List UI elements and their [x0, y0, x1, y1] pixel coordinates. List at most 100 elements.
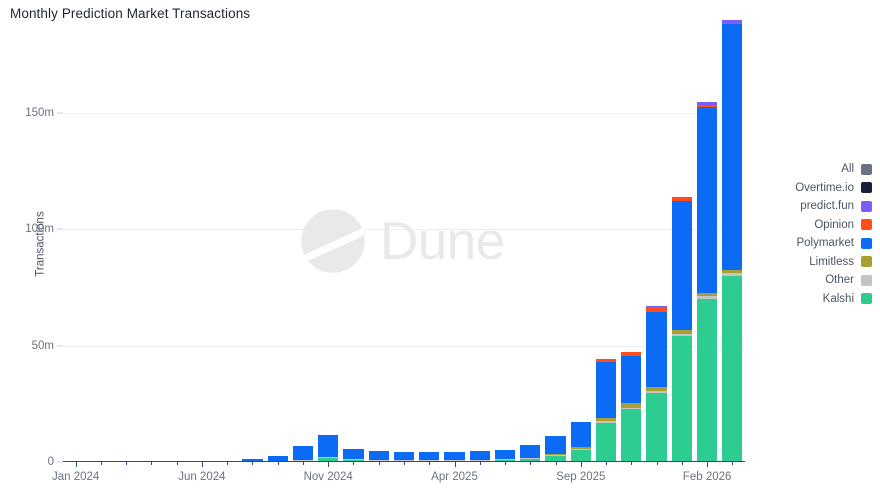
gridline — [63, 345, 745, 347]
x-axis-minor-tick-mark — [100, 462, 102, 465]
bar-segment-other — [545, 455, 566, 456]
legend-swatch-icon — [861, 200, 872, 212]
bar-aug-2025[interactable] — [545, 435, 566, 462]
x-axis-tick-mark — [328, 462, 330, 467]
legend-label: Opinion — [814, 218, 854, 231]
bar-segment-limitless — [621, 403, 642, 408]
x-axis-tick-label: Apr 2025 — [431, 471, 478, 483]
x-axis-minor-tick-mark — [530, 462, 532, 465]
bar-dec-2025[interactable] — [646, 306, 667, 462]
legend-item-all[interactable]: All — [795, 160, 872, 179]
legend-label: Other — [825, 274, 854, 287]
bar-sep-2025[interactable] — [570, 422, 591, 462]
x-axis-tick-mark — [454, 462, 456, 467]
bar-nov-2024[interactable] — [318, 435, 339, 462]
bar-oct-2025[interactable] — [595, 358, 617, 462]
x-axis-minor-tick-mark — [732, 462, 734, 465]
bar-segment-other — [646, 390, 667, 393]
bar-segment-polymarket — [671, 200, 692, 331]
x-axis-minor-tick-mark — [302, 462, 304, 465]
legend-item-limitless[interactable]: Limitless — [795, 253, 872, 272]
bar-segment-predict-fun — [697, 101, 718, 105]
bar-segment-other — [444, 460, 465, 461]
bar-segment-other — [318, 457, 339, 459]
bar-segment-polymarket — [267, 455, 288, 462]
bar-segment-polymarket — [368, 450, 389, 460]
legend-label: Overtime.io — [795, 181, 854, 194]
legend-swatch-icon — [861, 219, 872, 231]
bar-segment-polymarket — [292, 445, 314, 461]
legend[interactable]: All Overtime.io predict.fun Opinion Polymark… — [795, 160, 872, 308]
bar-segment-polymarket — [393, 451, 415, 461]
bar-segment-polymarket — [520, 444, 541, 458]
bar-mar-2026[interactable] — [722, 19, 743, 462]
x-axis-minor-tick-mark — [126, 462, 128, 465]
y-axis-tick-mark — [57, 461, 63, 463]
legend-item-opinion[interactable]: Opinion — [795, 216, 872, 235]
bar-jan-2026[interactable] — [671, 197, 692, 462]
bar-segment-polymarket — [545, 435, 566, 455]
bar-segment-kalshi — [595, 422, 617, 462]
bar-segment-kalshi — [722, 275, 743, 462]
x-axis-baseline — [63, 460, 745, 462]
legend-label: predict.fun — [800, 200, 854, 213]
x-axis-minor-tick-mark — [429, 462, 431, 465]
bars — [63, 19, 745, 462]
x-axis-minor-tick-mark — [227, 462, 229, 465]
bar-segment-kalshi — [570, 449, 591, 462]
x-axis-tick-mark — [707, 462, 709, 467]
bar-segment-polymarket — [494, 449, 516, 460]
x-axis-minor-tick-mark — [681, 462, 683, 465]
bar-sep-2024[interactable] — [267, 455, 288, 462]
bar-segment-limitless — [520, 457, 541, 459]
x-axis-minor-tick-mark — [505, 462, 507, 465]
x-axis-minor-tick-mark — [555, 462, 557, 465]
bar-segment-opinion — [621, 351, 642, 356]
bar-segment-other — [469, 459, 490, 461]
bar-segment-other — [393, 460, 415, 461]
x-axis-tick-label: Nov 2024 — [303, 471, 353, 483]
legend-item-kalshi[interactable]: Kalshi — [795, 290, 872, 309]
x-axis-minor-tick-mark — [606, 462, 608, 465]
y-axis: 0 50m 100m 150m — [25, 20, 745, 468]
bar-feb-2026[interactable] — [697, 101, 718, 462]
bar-segment-polymarket — [570, 422, 591, 448]
bar-aug-2024[interactable] — [242, 458, 263, 462]
legend-swatch-icon — [861, 256, 872, 268]
bar-segment-limitless — [722, 270, 743, 274]
bar-segment-polymarket — [595, 362, 617, 419]
legend-label: Limitless — [809, 255, 854, 268]
legend-item-predict-fun[interactable]: predict.fun — [795, 197, 872, 216]
bar-segment-limitless — [570, 447, 591, 449]
bar-segment-limitless — [545, 454, 566, 456]
legend-item-overtime-io[interactable]: Overtime.io — [795, 179, 872, 198]
x-axis: Jan 2024 Jun 2024 Nov 2024 Apr 2025 Sep 2025… — [52, 20, 745, 483]
x-axis-minor-tick-mark — [277, 462, 279, 465]
x-axis-minor-tick-mark — [404, 462, 405, 465]
x-axis-minor-tick-mark — [631, 462, 633, 465]
legend-item-other[interactable]: Other — [795, 271, 872, 290]
x-axis-tick-label: Jun 2024 — [178, 471, 226, 483]
bar-segment-other — [343, 458, 364, 460]
bar-segment-other — [494, 459, 516, 461]
bar-segment-polymarket — [242, 458, 263, 462]
bar-segment-polymarket — [444, 452, 465, 461]
gridlines — [63, 20, 745, 462]
legend-swatch-icon — [861, 182, 872, 194]
y-axis-tick-label: 0 — [47, 456, 54, 468]
bar-segment-predict-fun — [646, 306, 667, 307]
legend-swatch-icon — [861, 293, 872, 305]
bar-segment-limitless — [595, 418, 617, 422]
gridline — [63, 113, 745, 115]
bar-segment-opinion — [595, 358, 617, 363]
bar-segment-limitless — [671, 330, 692, 334]
bar-segment-limitless — [697, 293, 718, 297]
bar-segment-other — [671, 333, 692, 336]
bar-segment-opinion — [697, 104, 718, 107]
legend-label: Polymarket — [796, 237, 854, 250]
x-axis-tick-mark — [580, 462, 582, 467]
x-axis-minor-tick-mark — [353, 462, 355, 465]
bar-nov-2025[interactable] — [621, 351, 642, 462]
legend-item-polymarket[interactable]: Polymarket — [795, 234, 872, 253]
